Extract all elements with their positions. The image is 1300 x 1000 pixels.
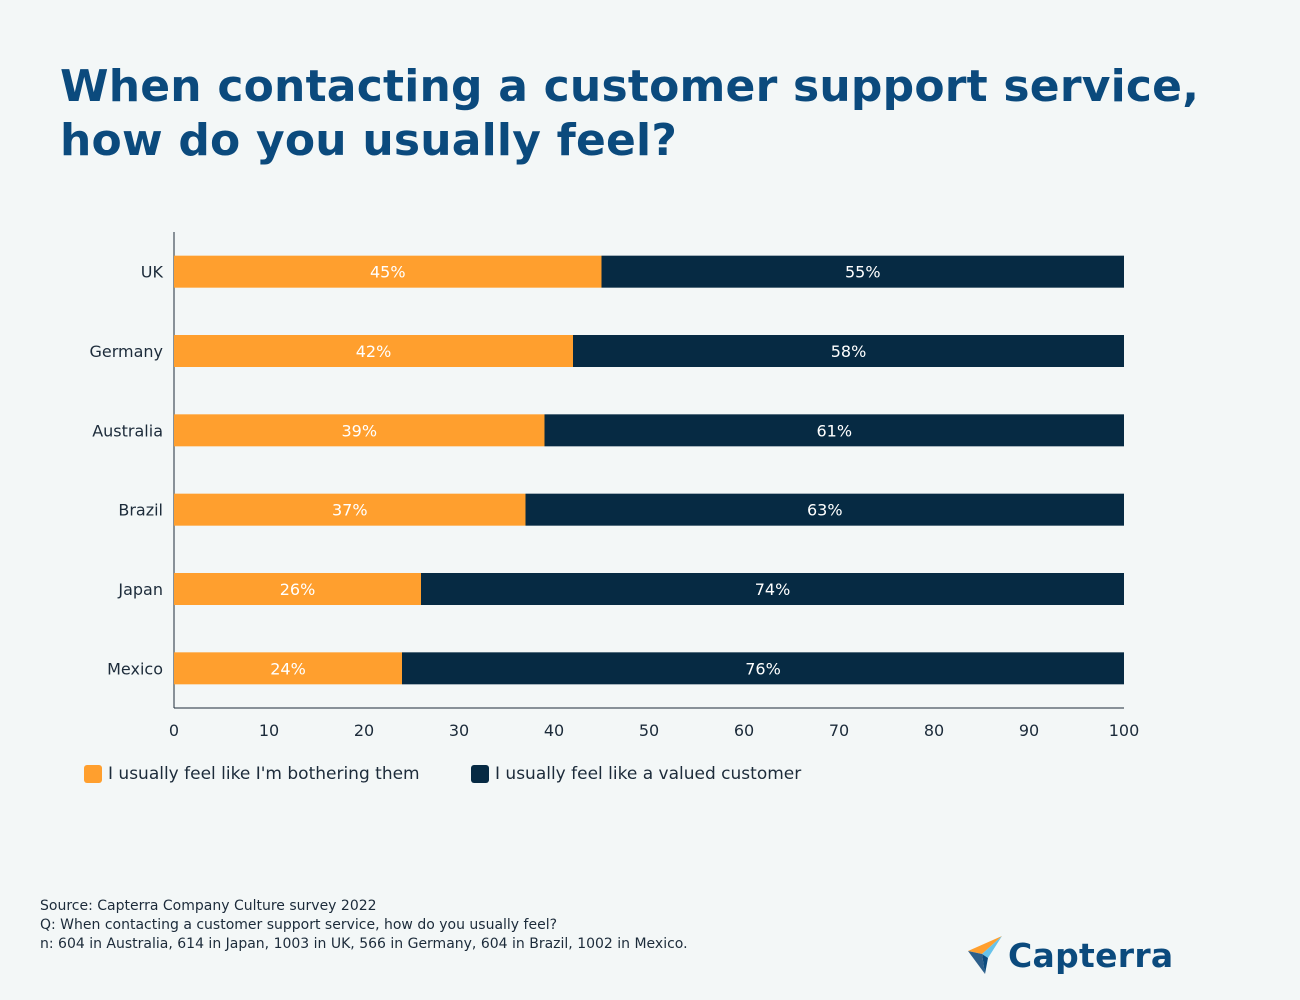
footer-notes: Source: Capterra Company Culture survey … — [40, 897, 688, 954]
legend-label-valued: I usually feel like a valued customer — [495, 764, 802, 784]
bar-data-label: 76% — [745, 659, 781, 678]
category-label: Mexico — [107, 659, 163, 678]
x-tick-label: 50 — [639, 721, 659, 740]
category-label: Japan — [117, 580, 163, 599]
bar-data-label: 55% — [845, 263, 881, 282]
legend-item-valued: I usually feel like a valued customer — [471, 764, 801, 784]
legend-swatch-bothering — [84, 765, 102, 783]
bar-segment-valued — [544, 414, 1124, 447]
sample-note: n: 604 in Australia, 614 in Japan, 1003 … — [40, 936, 688, 952]
legend-swatch-valued — [471, 765, 489, 783]
x-tick-label: 30 — [449, 721, 469, 740]
bar-segment-bothering — [174, 255, 602, 288]
capterra-logo: Capterra — [966, 934, 1173, 976]
legend-item-bothering: I usually feel like I'm bothering them — [84, 764, 420, 784]
bar-segment-valued — [573, 335, 1124, 367]
bar-segment-bothering — [174, 414, 545, 447]
x-tick-label: 90 — [1019, 721, 1039, 740]
x-tick-label: 20 — [354, 721, 374, 740]
bar-segment-valued — [601, 255, 1124, 288]
question-note: Q: When contacting a customer support se… — [40, 917, 558, 933]
bar-segment-valued — [525, 493, 1124, 526]
stacked-bar-chart: 0 10 20 30 40 50 60 70 80 90 100 UK 45% 55% Germany 42%… — [89, 232, 1140, 740]
chart-title: When contacting a customer support servi… — [60, 60, 1240, 168]
capterra-arrow-icon — [968, 936, 1002, 974]
brand-name: Capterra — [1008, 935, 1174, 975]
bar-segment-valued — [421, 573, 1124, 605]
bar-segment-bothering — [174, 493, 526, 526]
category-label: UK — [141, 263, 164, 282]
bar-data-label: 63% — [807, 501, 843, 520]
category-label: Australia — [92, 421, 163, 440]
bar-data-label: 37% — [332, 501, 368, 520]
bar-segment-valued — [402, 652, 1124, 685]
bar-data-label: 61% — [816, 421, 852, 440]
category-label: Brazil — [118, 501, 163, 520]
chart-title-line-2: how do you usually feel? — [60, 115, 678, 166]
x-tick-label: 100 — [1109, 721, 1140, 740]
source-note: Source: Capterra Company Culture survey … — [40, 898, 377, 914]
x-tick-label: 0 — [169, 721, 179, 740]
x-tick-label: 70 — [829, 721, 849, 740]
x-tick-label: 40 — [544, 721, 564, 740]
bar-data-label: 24% — [270, 659, 306, 678]
x-tick-label: 80 — [924, 721, 944, 740]
bar-data-label: 42% — [356, 342, 392, 361]
bar-segment-bothering — [174, 335, 573, 367]
bar-data-label: 45% — [370, 263, 406, 282]
chart-title-line-1: When contacting a customer support servi… — [60, 61, 1200, 112]
bar-data-label: 74% — [755, 580, 791, 599]
x-tick-label: 10 — [259, 721, 279, 740]
bar-data-label: 26% — [280, 580, 316, 599]
bar-data-label: 58% — [831, 342, 867, 361]
bar-segment-bothering — [174, 652, 402, 685]
category-label: Germany — [89, 342, 163, 361]
bar-data-label: 39% — [341, 421, 377, 440]
bar-segment-bothering — [174, 573, 421, 605]
x-tick-label: 60 — [734, 721, 754, 740]
legend-label-bothering: I usually feel like I'm bothering them — [108, 764, 420, 784]
